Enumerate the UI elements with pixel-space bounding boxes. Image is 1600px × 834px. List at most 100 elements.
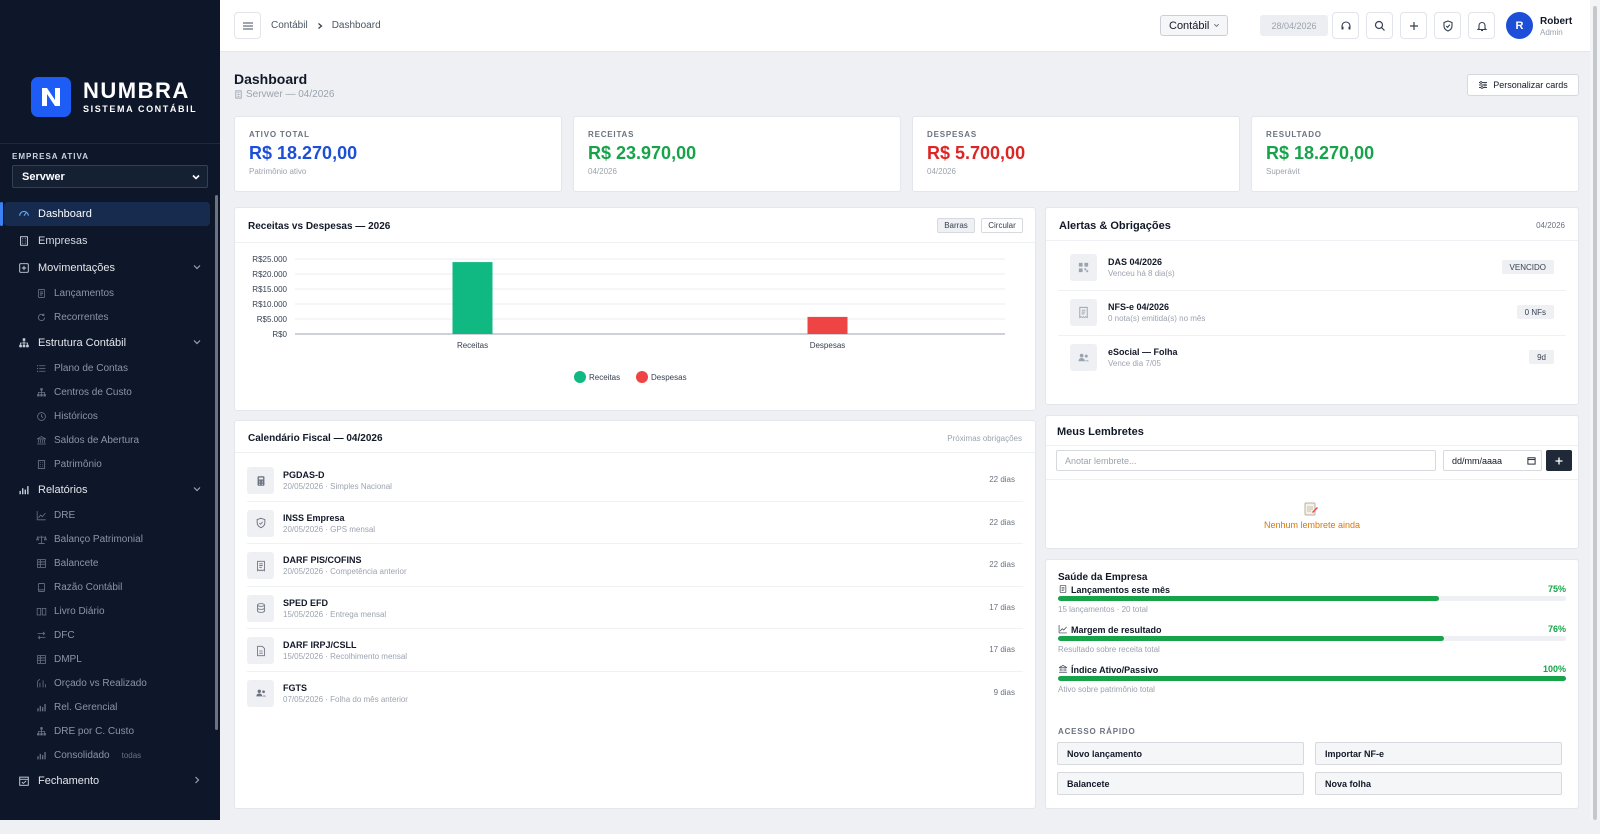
empresa-select-value: Servwer xyxy=(22,170,65,183)
brand-subtitle: SISTEMA CONTÁBIL xyxy=(83,103,198,114)
brand-logo[interactable]: NUMBRA SISTEMA CONTÁBIL xyxy=(0,0,220,143)
security-button[interactable] xyxy=(1434,12,1461,39)
chart-pie-toggle[interactable]: Circular xyxy=(981,218,1023,233)
topbar: Contábil Dashboard Contábil 28/04/2026 R… xyxy=(220,0,1600,52)
chart-bars-toggle[interactable]: Barras xyxy=(937,218,975,233)
alert-item[interactable]: DAS 04/2026 Venceu há 8 dia(s) VENCIDO xyxy=(1058,246,1566,291)
sidebar-item-orcado-vs-realizado[interactable]: Orçado vs Realizado xyxy=(4,673,210,694)
breadcrumb-item[interactable]: Contábil xyxy=(271,20,308,31)
alert-item[interactable]: eSocial — Folha Vence dia 7/05 9d xyxy=(1058,336,1566,381)
sidebar-item-plano-de-contas[interactable]: Plano de Contas xyxy=(4,358,210,379)
module-select[interactable]: Contábil xyxy=(1160,15,1228,36)
sidebar-item-consolidado[interactable]: Consolidado todas xyxy=(4,745,210,766)
customize-cards-button[interactable]: Personalizar cards xyxy=(1467,74,1579,96)
company-health-card: Saúde da Empresa Lançamentos este mês 75… xyxy=(1045,559,1579,809)
quick-new-entry-button[interactable]: Novo lançamento xyxy=(1057,742,1304,765)
obligation-days: 17 dias xyxy=(989,602,1015,612)
add-reminder-button[interactable] xyxy=(1546,450,1572,471)
sidebar-item-empresas[interactable]: Empresas xyxy=(4,229,210,253)
page-scrollbar-thumb[interactable] xyxy=(1593,6,1597,820)
kpi-sub: Superávit xyxy=(1266,167,1300,176)
sidebar-item-fechamento[interactable]: Fechamento xyxy=(4,769,210,793)
sidebar-scrollbar[interactable] xyxy=(215,195,218,730)
obligation-subtitle: 15/05/2026 · Recolhimento mensal xyxy=(283,652,408,661)
calendar-item[interactable]: FGTS 07/05/2026 · Folha do mês anterior … xyxy=(247,672,1023,715)
calendar-item[interactable]: PGDAS-D 20/05/2026 · Simples Nacional 22… xyxy=(247,459,1023,502)
table-icon xyxy=(34,557,48,571)
sidebar-nav: Dashboard Empresas Movimentações Lançamento… xyxy=(0,202,220,793)
sidebar-item-balanco-patrimonial[interactable]: Balanço Patrimonial xyxy=(4,529,210,550)
sidebar-item-relatorios[interactable]: Relatórios xyxy=(4,478,210,502)
legend-label: Receitas xyxy=(589,373,620,382)
quick-import-nfe-button[interactable]: Importar NF-e xyxy=(1315,742,1562,765)
calendar-check-icon xyxy=(16,773,32,789)
quick-new-payroll-button[interactable]: Nova folha xyxy=(1315,772,1562,795)
sidebar-item-dmpl[interactable]: DMPL xyxy=(4,649,210,670)
sitemap-icon xyxy=(16,335,32,351)
obligation-title: DARF PIS/COFINS xyxy=(283,555,362,565)
qrcode-icon xyxy=(1070,254,1097,281)
obligation-days: 17 dias xyxy=(989,645,1015,654)
sidebar-item-label: DFC xyxy=(54,630,75,641)
obligation-title: INSS Empresa xyxy=(283,512,345,523)
sidebar-item-razao-contabil[interactable]: Razão Contábil xyxy=(4,577,210,598)
sidebar-item-lancamentos[interactable]: Lançamentos xyxy=(4,283,210,304)
building-icon xyxy=(16,233,32,249)
bar-receitas xyxy=(452,262,493,334)
sidebar-item-livro-diario[interactable]: Livro Diário xyxy=(4,601,210,622)
compare-icon xyxy=(34,677,48,691)
progress-bar-fill xyxy=(1058,596,1439,601)
sidebar-item-historicos[interactable]: Históricos xyxy=(4,406,210,427)
calendar-item[interactable]: DARF PIS/COFINS 20/05/2026 · Competência… xyxy=(247,544,1023,587)
add-button[interactable] xyxy=(1400,12,1427,39)
sidebar-item-dashboard[interactable]: Dashboard xyxy=(0,202,210,226)
kpi-card-ativo: ATIVO TOTAL R$ 18.270,00 Patrimônio ativ… xyxy=(234,116,562,192)
calendar-item[interactable]: DARF IRPJ/CSLL 15/05/2026 · Recolhimento… xyxy=(247,629,1023,672)
kpi-card-receitas: RECEITAS R$ 23.970,00 04/2026 xyxy=(573,116,901,192)
sidebar-item-dfc[interactable]: DFC xyxy=(4,625,210,646)
alert-title: eSocial — Folha xyxy=(1108,347,1178,357)
sidebar-item-dre[interactable]: DRE xyxy=(4,505,210,526)
health-title: Saúde da Empresa xyxy=(1058,572,1148,583)
reminder-input[interactable]: Anotar lembrete... xyxy=(1056,450,1436,471)
sidebar-item-label: Lançamentos xyxy=(54,288,115,299)
kpi-value: R$ 18.270,00 xyxy=(249,143,358,163)
alert-item[interactable]: NFS-e 04/2026 0 nota(s) emitida(s) no mê… xyxy=(1058,291,1566,336)
sidebar-item-estrutura-contabil[interactable]: Estrutura Contábil xyxy=(4,331,210,355)
calendar-item[interactable]: INSS Empresa 20/05/2026 · GPS mensal 22 … xyxy=(247,502,1023,544)
y-tick-label: R$25.000 xyxy=(252,255,287,264)
kpi-value: R$ 5.700,00 xyxy=(927,143,1026,163)
reminder-date-input[interactable]: dd/mm/aaaa xyxy=(1443,450,1542,471)
list-icon xyxy=(34,362,48,376)
reminder-date-value: dd/mm/aaaa xyxy=(1452,455,1503,466)
notifications-button[interactable] xyxy=(1468,12,1495,39)
sidebar-item-patrimonio[interactable]: Patrimônio xyxy=(4,454,210,475)
support-button[interactable] xyxy=(1332,12,1359,39)
reminders-card: Meus Lembretes Anotar lembrete... dd/mm/… xyxy=(1045,415,1579,549)
breadcrumb-current: Dashboard xyxy=(331,20,381,31)
sidebar-item-balancete[interactable]: Balancete xyxy=(4,553,210,574)
user-menu[interactable]: R Robert Admin xyxy=(1506,12,1584,42)
sidebar-item-centros-de-custo[interactable]: Centros de Custo xyxy=(4,382,210,403)
sidebar-item-movimentacoes[interactable]: Movimentações xyxy=(4,256,210,280)
calendar-item[interactable]: SPED EFD 15/05/2026 · Entrega mensal 17 … xyxy=(247,587,1023,629)
legend-label: Despesas xyxy=(651,373,687,382)
sidebar-item-dre-por-c-custo[interactable]: DRE por C. Custo xyxy=(4,721,210,742)
brand-name: NUMBRA xyxy=(83,77,190,103)
page-scrollbar[interactable] xyxy=(1590,0,1600,820)
quick-balancete-button[interactable]: Balancete xyxy=(1057,772,1304,795)
alert-title: NFS-e 04/2026 xyxy=(1108,302,1170,312)
receipt-icon xyxy=(247,552,274,579)
bank-icon xyxy=(34,434,48,448)
search-button[interactable] xyxy=(1366,12,1393,39)
empresa-select[interactable]: Servwer xyxy=(12,165,208,188)
sitemap-icon xyxy=(34,725,48,739)
menu-toggle-button[interactable] xyxy=(234,12,261,39)
sidebar-item-recorrentes[interactable]: Recorrentes xyxy=(4,307,210,328)
book-open-icon xyxy=(34,605,48,619)
customize-cards-label: Personalizar cards xyxy=(1493,80,1568,90)
sidebar-item-rel-gerencial[interactable]: Rel. Gerencial xyxy=(4,697,210,718)
sidebar-item-label: Balanço Patrimonial xyxy=(54,534,143,545)
sidebar-item-label: Saldos de Abertura xyxy=(54,435,140,446)
sidebar-item-saldos-de-abertura[interactable]: Saldos de Abertura xyxy=(4,430,210,451)
